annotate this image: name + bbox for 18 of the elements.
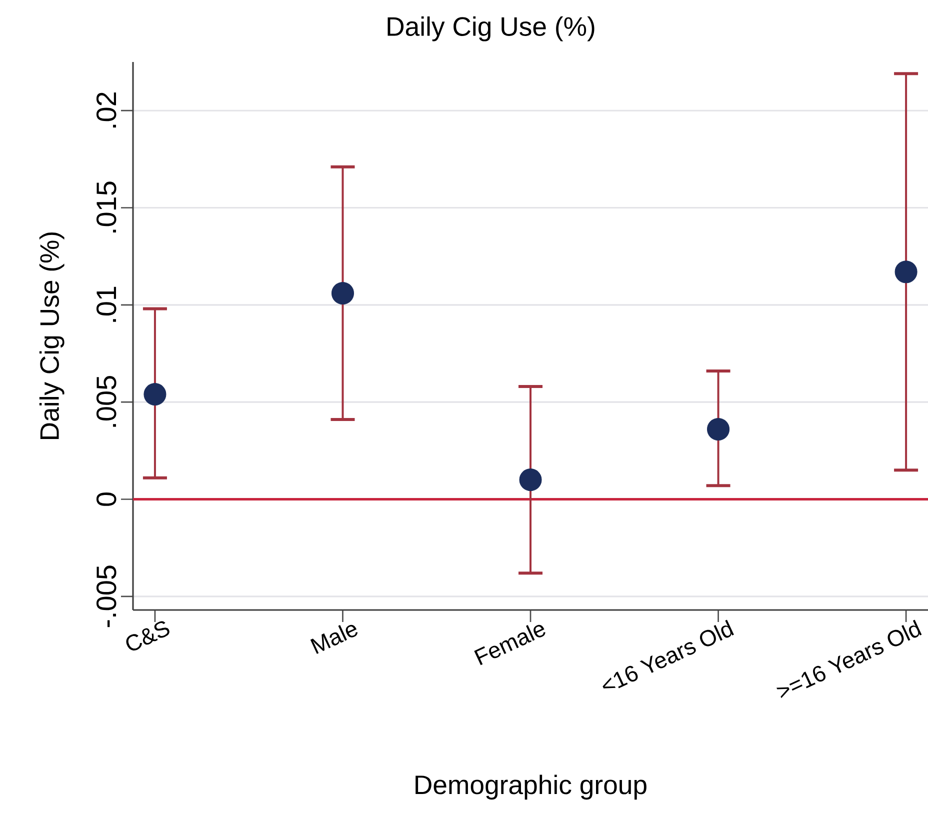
x-tick-label: Male [310, 624, 358, 654]
point [707, 418, 730, 441]
x-tick-label: <16 Years Old [602, 620, 734, 688]
y-tick-label: 0 [96, 492, 116, 506]
y-tick-label: .02 [96, 92, 116, 128]
point [519, 468, 542, 492]
y-axis-title: Daily Cig Use (%) [39, 232, 64, 440]
x-tick-label: C&S [126, 621, 170, 650]
y-tick-label: .01 [96, 286, 116, 322]
y-tick-label: -.005 [96, 566, 116, 628]
point [894, 260, 918, 284]
chart-title: Daily Cig Use (%) [388, 16, 594, 42]
x-tick-label: >=16 Years Old [776, 620, 922, 698]
point [331, 282, 354, 305]
y-tick-label: .005 [96, 376, 116, 427]
x-axis-title: Demographic group [416, 774, 646, 800]
y-tick-label: .015 [96, 182, 116, 232]
point [144, 383, 166, 406]
